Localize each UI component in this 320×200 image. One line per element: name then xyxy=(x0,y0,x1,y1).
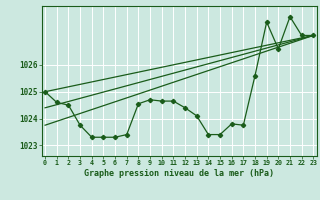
X-axis label: Graphe pression niveau de la mer (hPa): Graphe pression niveau de la mer (hPa) xyxy=(84,169,274,178)
